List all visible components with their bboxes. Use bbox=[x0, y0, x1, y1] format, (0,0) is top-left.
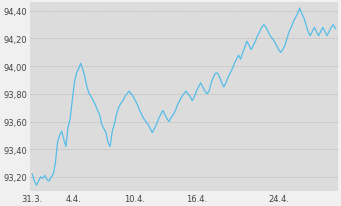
Bar bbox=[27, 4, 58, 191]
Bar bbox=[202, 4, 222, 191]
Bar bbox=[78, 4, 99, 191]
Bar bbox=[150, 4, 171, 191]
Bar bbox=[274, 4, 294, 191]
Bar bbox=[222, 4, 243, 191]
Bar bbox=[99, 4, 130, 191]
Bar bbox=[58, 4, 78, 191]
Bar bbox=[171, 4, 202, 191]
Bar bbox=[243, 4, 274, 191]
Bar bbox=[130, 4, 150, 191]
Bar bbox=[315, 4, 341, 191]
Bar bbox=[294, 4, 315, 191]
